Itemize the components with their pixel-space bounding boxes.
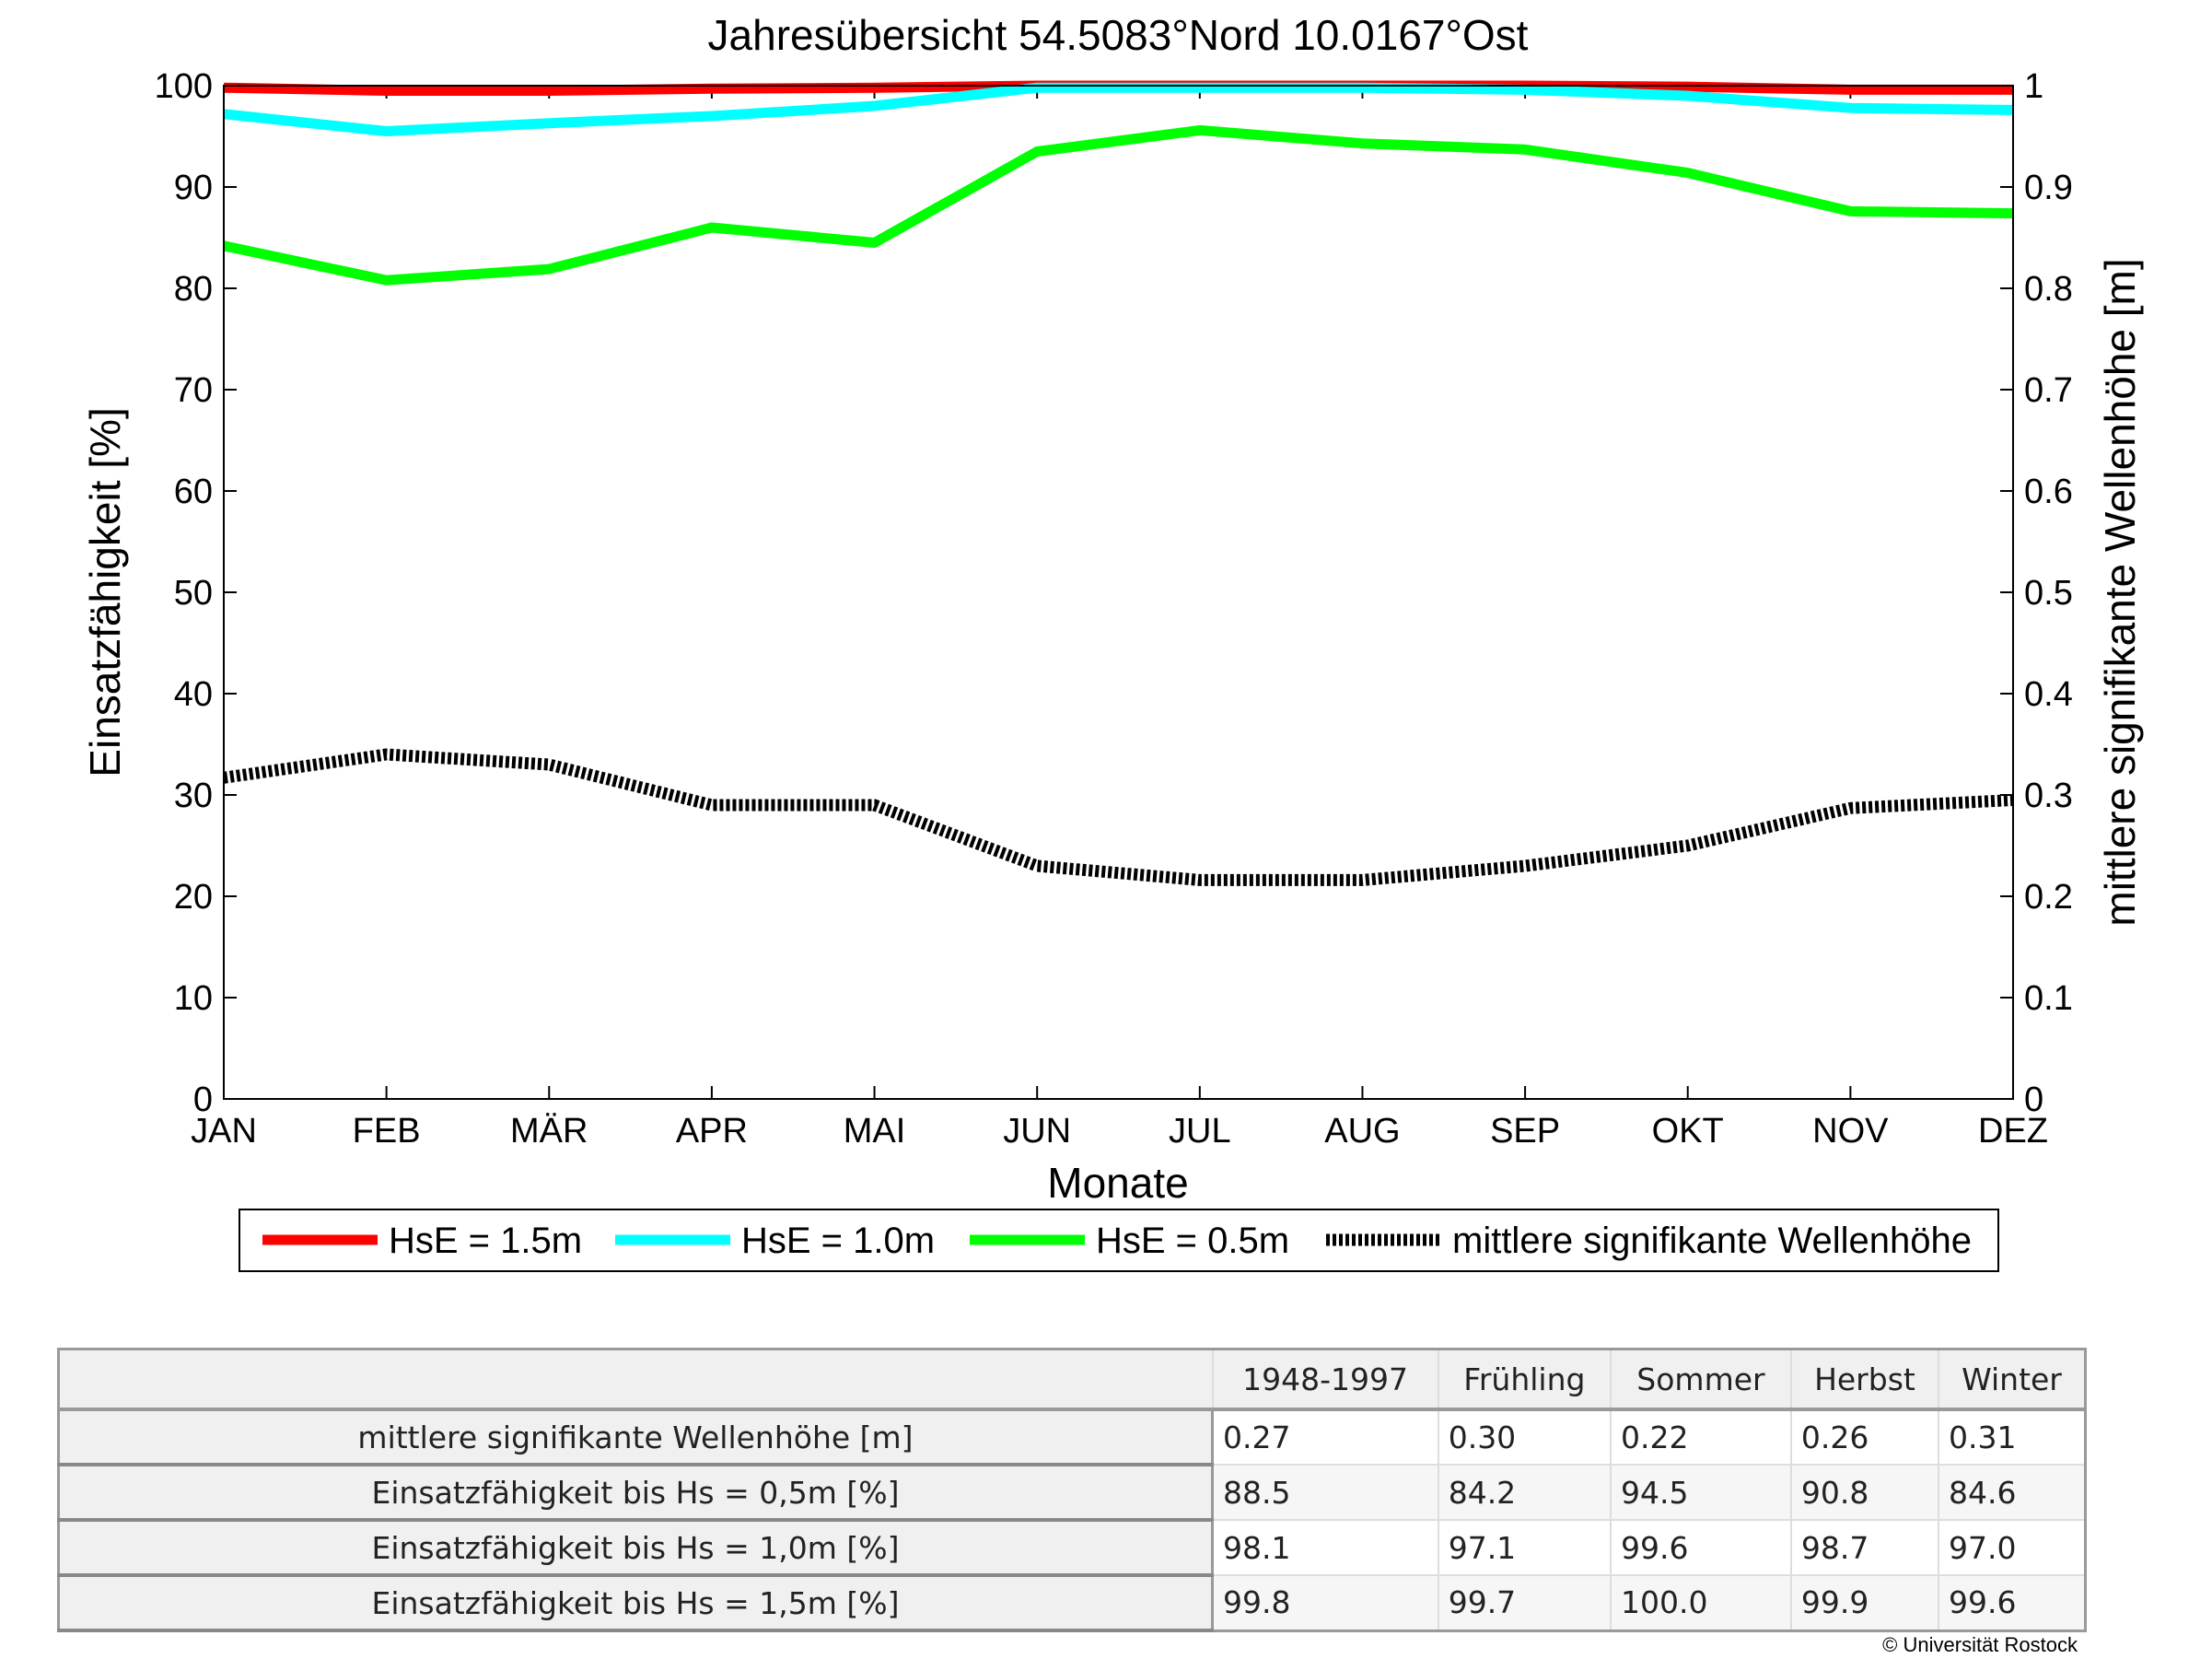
row-label: mittlere signifikante Wellenhöhe [m] [57, 1408, 1214, 1466]
legend-label: HsE = 0.5m [1096, 1221, 1289, 1261]
x-tick-label: MÄR [510, 1112, 588, 1151]
x-tick-label: MAI [844, 1112, 906, 1151]
summary-table: 1948-1997 Frühling Sommer Herbst Winter … [57, 1348, 2087, 1632]
table-row: mittlere signifikante Wellenhöhe [m] 0.27… [57, 1408, 2087, 1466]
y2-tick-label: 0.4 [2024, 675, 2073, 714]
table-header-row: 1948-1997 Frühling Sommer Herbst Winter [58, 1348, 2087, 1411]
x-tick-label: SEP [1490, 1112, 1560, 1151]
table-cell: 0.30 [1437, 1408, 1612, 1466]
table-cell: 90.8 [1789, 1464, 1939, 1521]
x-tick-label: AUG [1324, 1112, 1400, 1151]
y2-axis-label: mittlere signifikante Wellenhöhe [m] [2096, 258, 2144, 926]
series-line-2 [222, 124, 2014, 286]
table-cell: 84.2 [1437, 1464, 1612, 1521]
y-tick-label: 0 [193, 1081, 213, 1119]
table-cell: 0.26 [1789, 1408, 1939, 1466]
copyright: © Universität Rostock [1882, 1633, 2078, 1656]
row-label: Einsatzfähigkeit bis Hs = 1,0m [%] [57, 1519, 1214, 1577]
series-line-3 [223, 748, 2014, 886]
table-cell: 97.1 [1437, 1519, 1612, 1576]
table-row: Einsatzfähigkeit bis Hs = 1,0m [%] 98.1 97… [57, 1519, 2087, 1577]
legend-label: HsE = 1.5m [389, 1221, 582, 1261]
table-cell: 99.9 [1789, 1574, 1939, 1631]
y-axis-label: Einsatzfähigkeit [%] [81, 407, 129, 777]
table-cell: 100.0 [1609, 1574, 1792, 1631]
x-tick-label: JUL [1169, 1112, 1231, 1151]
column-header: Frühling [1437, 1348, 1612, 1411]
table-cell: 98.1 [1211, 1519, 1439, 1576]
table-row: Einsatzfähigkeit bis Hs = 0,5m [%] 88.5 84… [57, 1464, 2087, 1522]
table-cell: 0.22 [1609, 1408, 1792, 1466]
table-cell: 98.7 [1789, 1519, 1939, 1576]
row-label: Einsatzfähigkeit bis Hs = 1,5m [%] [57, 1574, 1214, 1632]
y2-tick-label: 0.1 [2024, 979, 2073, 1018]
column-header: Herbst [1789, 1348, 1939, 1411]
y-tick-label: 60 [174, 473, 213, 511]
table-corner [58, 1348, 1214, 1411]
y2-tick-label: 0 [2024, 1081, 2043, 1119]
legend-label: mittlere signifikante Wellenhöhe [1452, 1221, 1972, 1261]
column-header: Winter [1937, 1348, 2087, 1411]
table-cell: 99.6 [1609, 1519, 1792, 1576]
y-tick-label: 20 [174, 878, 213, 917]
column-header: 1948-1997 [1211, 1348, 1439, 1411]
table-cell: 99.8 [1211, 1574, 1439, 1631]
table-cell: 99.7 [1437, 1574, 1612, 1631]
x-tick-label: JUN [1003, 1112, 1071, 1151]
y2-tick-label: 1 [2024, 67, 2043, 106]
y2-tick-label: 0.6 [2024, 473, 2073, 511]
y-tick-label: 40 [174, 675, 213, 714]
table-cell: 0.31 [1937, 1408, 2087, 1466]
table-cell: 0.27 [1211, 1408, 1439, 1466]
y-tick-label: 50 [174, 574, 213, 613]
row-label: Einsatzfähigkeit bis Hs = 0,5m [%] [57, 1464, 1214, 1522]
legend: HsE = 1.5m HsE = 1.0m HsE = 0.5m mittlere s… [239, 1209, 1999, 1272]
y2-tick-label: 0.5 [2024, 574, 2073, 613]
x-tick-label: NOV [1812, 1112, 1889, 1151]
legend-label: HsE = 1.0m [741, 1221, 935, 1261]
x-axis-label: Monate [1047, 1159, 1188, 1207]
y2-tick-label: 0.8 [2024, 270, 2073, 309]
table-cell: 97.0 [1937, 1519, 2087, 1576]
table-cell: 88.5 [1211, 1464, 1439, 1521]
y2-tick-label: 0.9 [2024, 169, 2073, 207]
chart-title: Jahresübersicht 54.5083°Nord 10.0167°Ost [708, 11, 1529, 59]
y2-tick-label: 0.3 [2024, 777, 2073, 815]
table-cell: 94.5 [1609, 1464, 1792, 1521]
y-tick-label: 80 [174, 270, 213, 309]
x-tick-label: DEZ [1978, 1112, 2048, 1151]
x-tick-label: OKT [1652, 1112, 1724, 1151]
y-tick-label: 90 [174, 169, 213, 207]
column-header: Sommer [1609, 1348, 1792, 1411]
y-tick-label: 100 [155, 67, 213, 106]
y2-tick-label: 0.2 [2024, 878, 2073, 917]
legend-box [239, 1209, 1999, 1272]
x-tick-label: APR [676, 1112, 748, 1151]
series-line-1 [223, 82, 2014, 136]
table-row: Einsatzfähigkeit bis Hs = 1,5m [%] 99.8 99… [57, 1574, 2087, 1632]
x-tick-label: FEB [353, 1112, 421, 1151]
y-tick-label: 70 [174, 371, 213, 410]
y-tick-label: 10 [174, 979, 213, 1018]
y-tick-label: 30 [174, 777, 213, 815]
table-cell: 84.6 [1937, 1464, 2087, 1521]
table-cell: 99.6 [1937, 1574, 2087, 1631]
y2-tick-label: 0.7 [2024, 371, 2073, 410]
x-tick-label: JAN [191, 1112, 257, 1151]
plot-frame [223, 85, 2014, 1100]
